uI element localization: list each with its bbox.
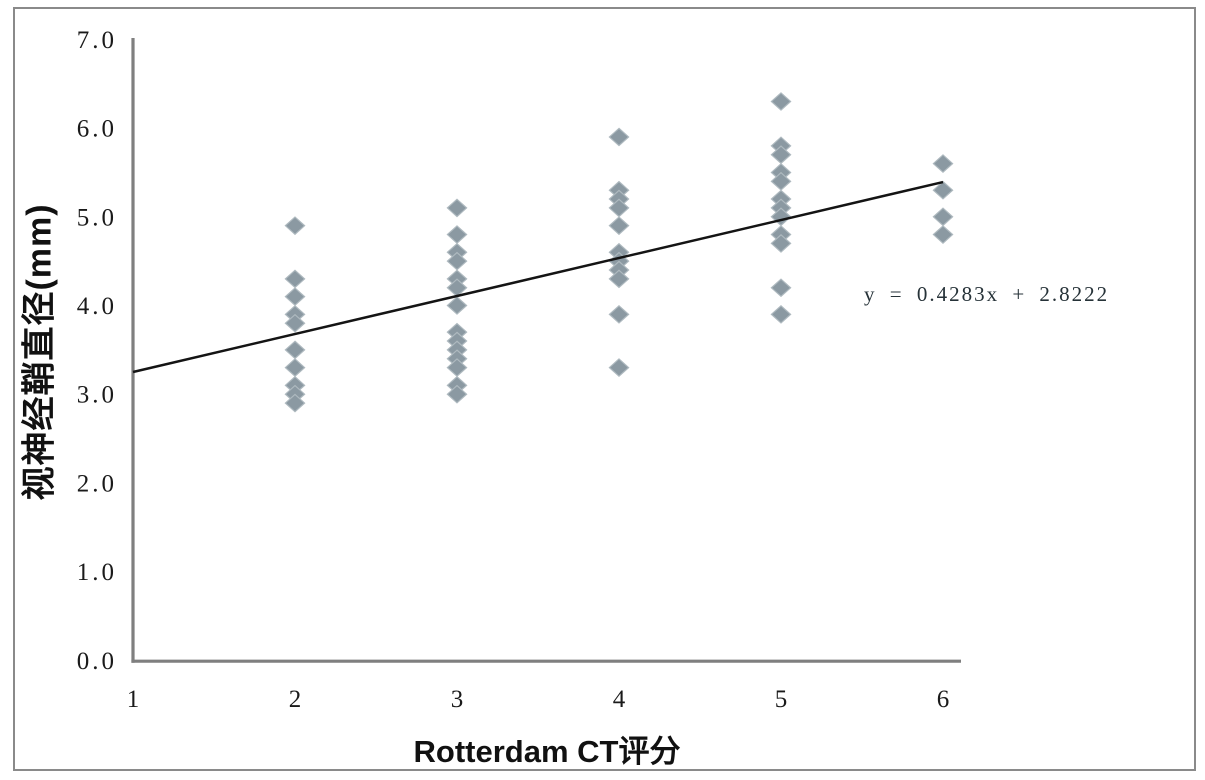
data-point [284, 393, 306, 413]
y-tick-label: 7.0 [77, 27, 117, 54]
y-axis-title: 视神经鞘直径(mm) [20, 203, 59, 501]
chart-border [13, 7, 1196, 771]
data-point [446, 198, 468, 218]
y-tick-label: 0.0 [77, 648, 117, 675]
data-point [284, 216, 306, 236]
x-tick-label: 5 [775, 686, 788, 713]
data-point [770, 278, 792, 298]
data-point [284, 340, 306, 360]
x-tick-label: 1 [127, 686, 140, 713]
data-point [932, 225, 954, 244]
y-tick-label: 2.0 [77, 470, 117, 497]
data-point [446, 225, 468, 244]
data-point [770, 234, 792, 253]
data-point [608, 127, 630, 147]
data-point [284, 313, 306, 333]
data-point [284, 358, 306, 377]
data-point [608, 358, 630, 377]
data-point [446, 296, 468, 315]
data-point [932, 207, 954, 227]
trend-line [132, 180, 944, 374]
y-tick-label: 5.0 [77, 204, 117, 231]
data-point [284, 269, 306, 289]
y-tick-label: 1.0 [77, 559, 117, 586]
y-tick-label: 6.0 [77, 116, 117, 143]
data-point [932, 154, 954, 173]
y-tick-label: 3.0 [77, 382, 117, 409]
x-tick-label: 6 [937, 686, 950, 713]
data-point [446, 384, 468, 404]
x-axis-title: Rotterdam CT评分 [413, 734, 681, 769]
data-point [284, 287, 306, 307]
x-tick-label: 4 [613, 686, 626, 713]
data-point [770, 92, 792, 111]
data-point [770, 304, 792, 324]
trendline-equation-label: y = 0.4283x + 2.8222 [864, 282, 1110, 306]
x-tick-label: 2 [289, 686, 302, 713]
data-point [932, 180, 954, 200]
x-tick-label: 3 [451, 686, 464, 713]
data-point [608, 216, 630, 236]
y-tick-label: 4.0 [77, 293, 117, 320]
data-point [608, 269, 630, 289]
data-point [608, 304, 630, 324]
